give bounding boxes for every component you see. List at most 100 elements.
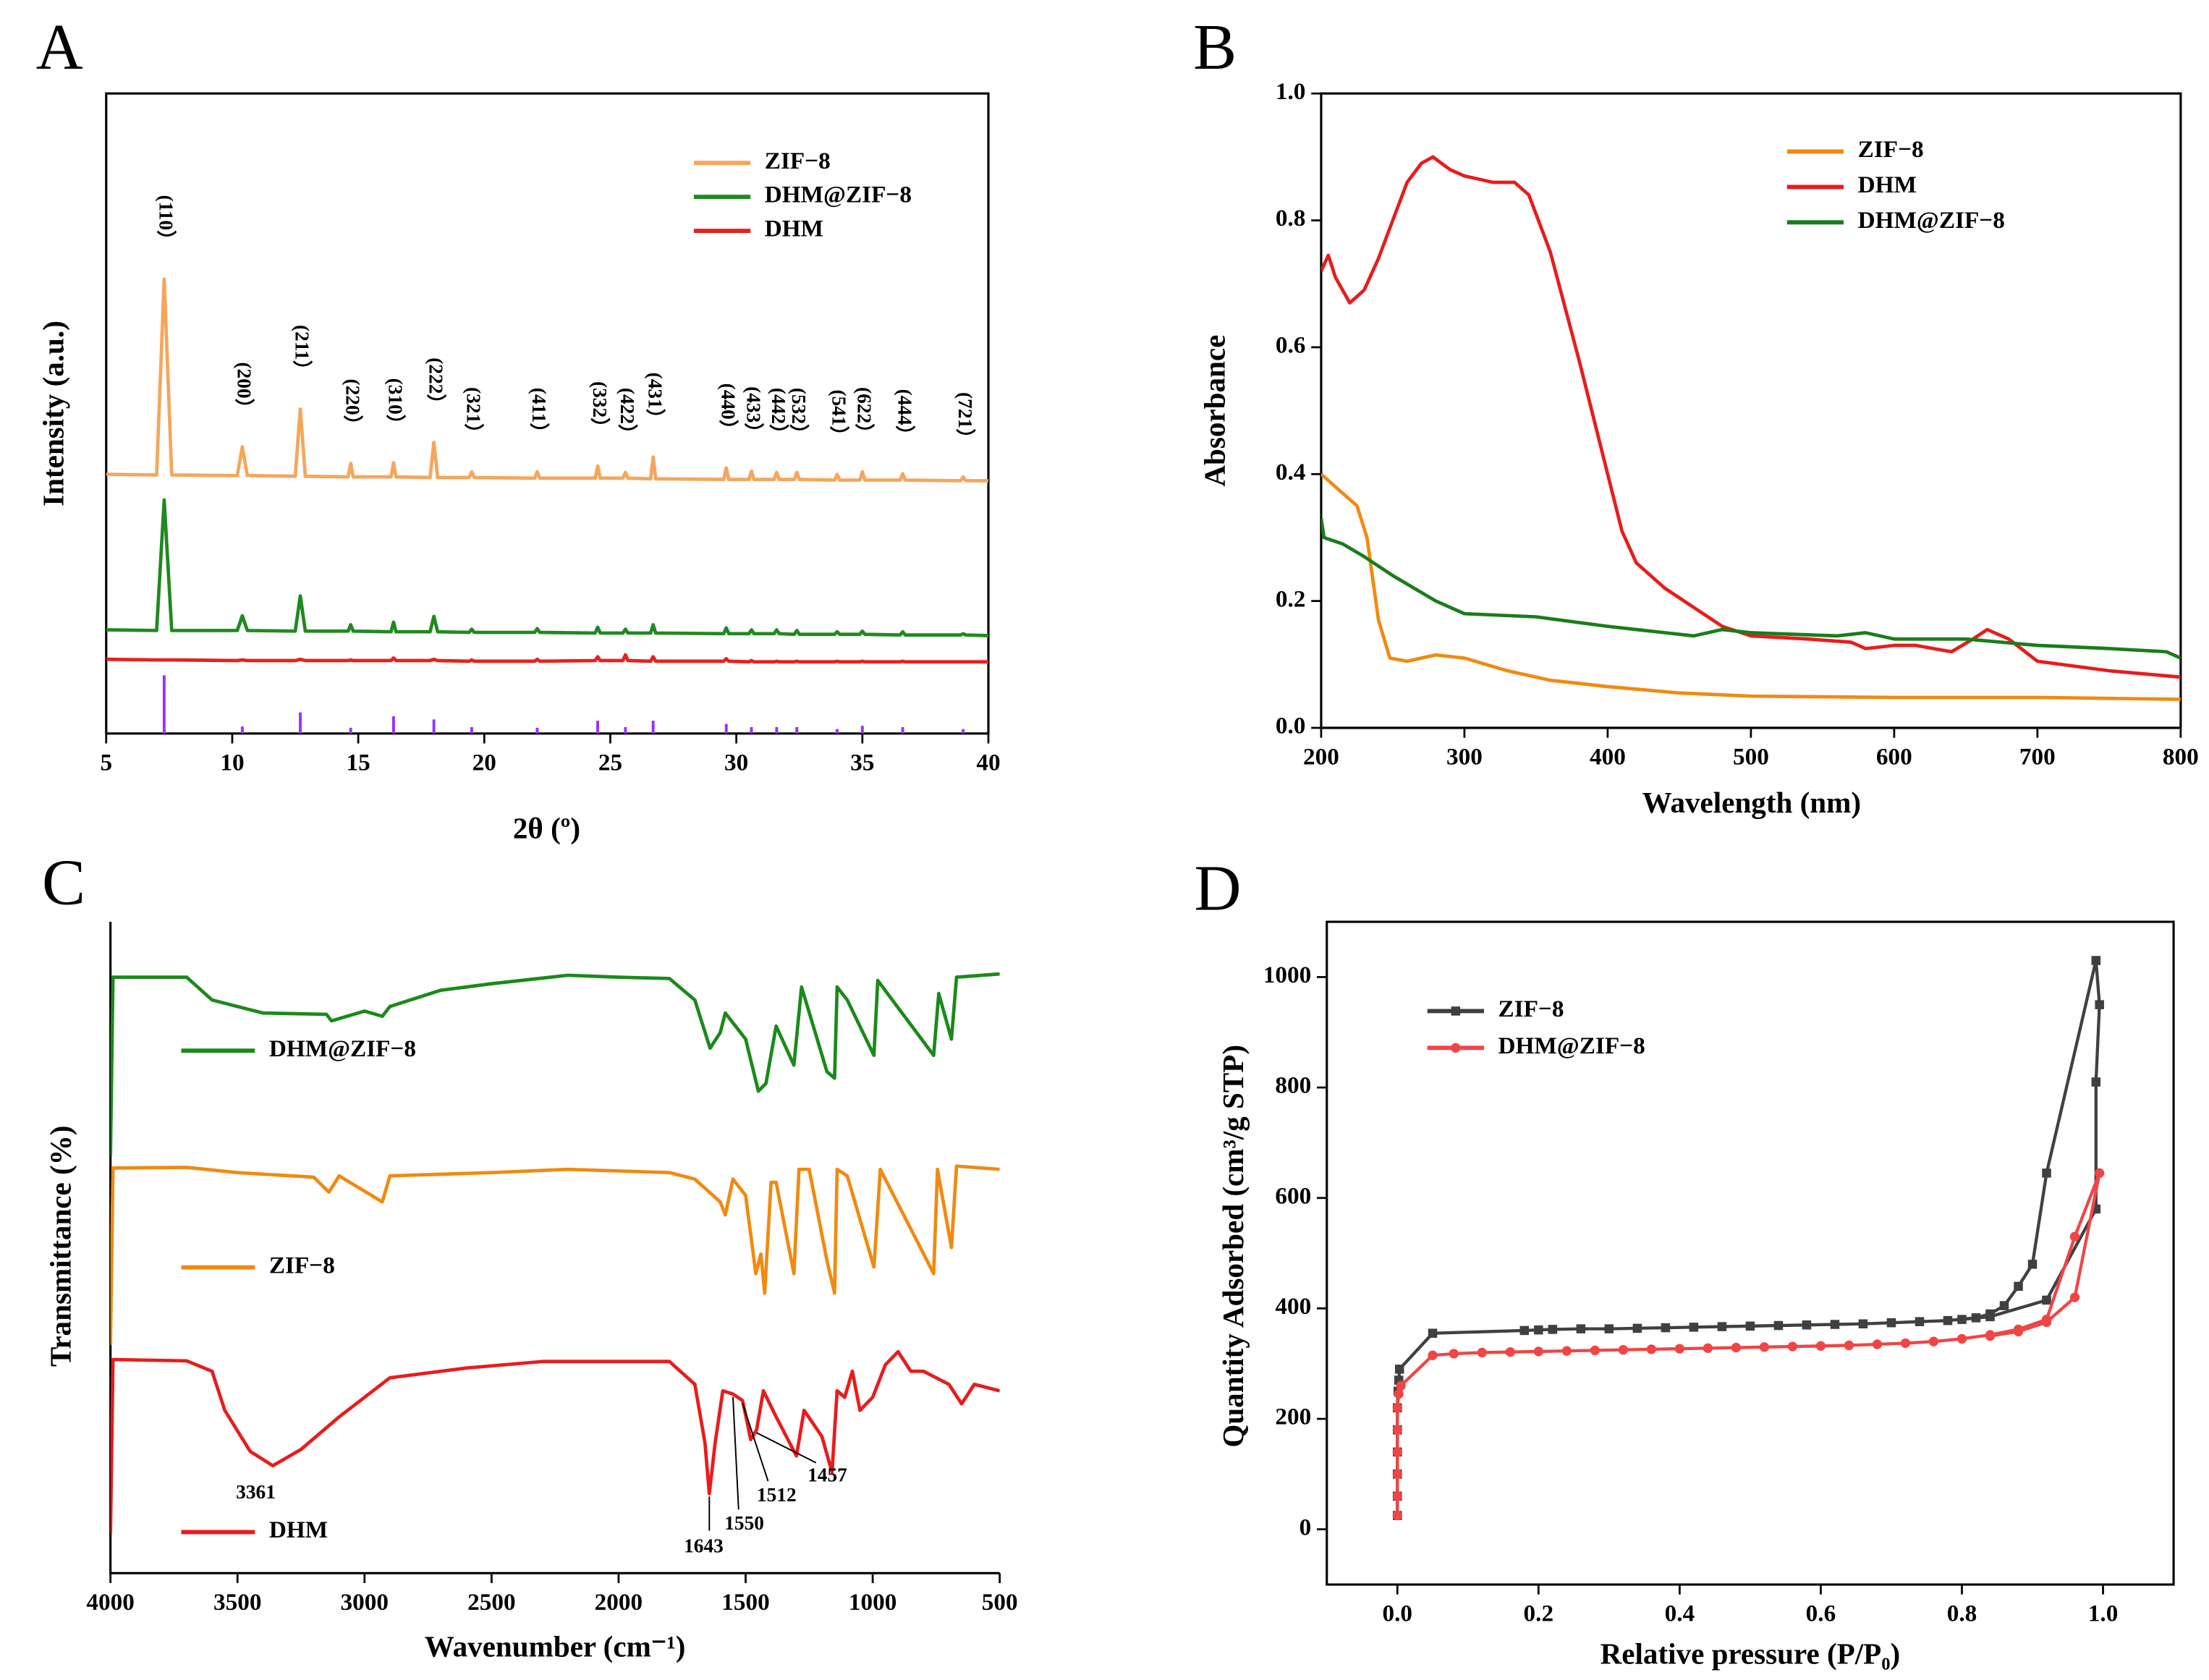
series-line — [110, 1349, 1000, 1535]
marker — [2091, 1077, 2101, 1087]
peak-label: 1550 — [724, 1512, 764, 1534]
y-tick-label: 0.2 — [1276, 585, 1306, 612]
marker — [1759, 1342, 1770, 1352]
marker — [1548, 1325, 1558, 1334]
x-tick-label: 500 — [982, 1589, 1018, 1616]
marker — [1745, 1321, 1755, 1331]
marker — [1985, 1312, 1995, 1322]
marker — [2013, 1326, 2024, 1337]
marker — [1900, 1338, 1911, 1349]
marker — [1618, 1344, 1629, 1355]
peak-label: 1457 — [807, 1464, 847, 1486]
x-tick-label: 200 — [1303, 744, 1339, 771]
y-tick-label: 0.6 — [1276, 332, 1306, 359]
series-line — [110, 972, 1000, 1157]
legend-label: DHM — [1858, 171, 1917, 198]
x-tick-label: 1.0 — [2088, 1600, 2119, 1627]
marker — [1802, 1320, 1812, 1330]
marker — [1394, 1365, 1404, 1374]
marker — [1971, 1313, 1981, 1323]
y-tick-label: 600 — [1275, 1182, 1311, 1209]
x-tick-label: 3000 — [341, 1589, 389, 1616]
marker — [1392, 1469, 1402, 1480]
marker — [1396, 1380, 1406, 1391]
y-axis-title: Transmittance (%) — [44, 1126, 77, 1367]
x-tick-label: 5 — [100, 750, 112, 776]
marker — [2091, 956, 2101, 965]
marker — [1787, 1341, 1798, 1352]
legend-marker — [1451, 1043, 1461, 1053]
axis-frame — [1326, 920, 2175, 1586]
y-tick-label: 0.8 — [1276, 205, 1306, 232]
series-line — [106, 277, 989, 483]
marker — [1830, 1320, 1840, 1329]
peak-label: 1512 — [757, 1484, 797, 1506]
peak-label: (541） — [828, 390, 850, 446]
peak-label: 1643 — [684, 1535, 724, 1556]
peak-label: (440） — [717, 383, 739, 440]
marker — [1428, 1328, 1438, 1339]
marker — [1886, 1318, 1896, 1328]
leader-line — [756, 1432, 817, 1464]
peak-label: (211） — [292, 325, 313, 380]
x-tick-label: 300 — [1446, 744, 1483, 771]
legend-label: DHM — [765, 216, 823, 242]
marker — [1815, 1341, 1826, 1351]
marker — [1985, 1331, 1996, 1341]
peak-label: (431） — [644, 373, 666, 429]
peak-label: (622） — [854, 387, 875, 444]
marker — [1689, 1323, 1699, 1332]
legend-label: DHM@ZIF−8 — [1858, 207, 2005, 234]
x-tick-label: 15 — [347, 750, 370, 776]
x-axis-title: Wavenumber (cm⁻¹) — [425, 1629, 686, 1663]
x-tick-label: 20 — [472, 750, 496, 776]
x-tick-label: 0.8 — [1947, 1600, 1977, 1627]
y-tick-label: 400 — [1275, 1293, 1311, 1320]
series-line — [1320, 155, 2181, 679]
x-tick-label: 800 — [2163, 744, 2199, 771]
x-tick-label: 30 — [724, 750, 748, 776]
leader-line — [732, 1396, 739, 1510]
axis-frame — [109, 922, 1000, 1574]
marker — [1534, 1325, 1543, 1335]
x-tick-label: 400 — [1590, 744, 1626, 771]
marker — [1674, 1344, 1685, 1354]
marker — [1519, 1325, 1530, 1336]
marker — [1661, 1323, 1671, 1333]
y-tick-label: 0.0 — [1276, 713, 1306, 739]
peak-label: (220） — [342, 378, 363, 435]
marker — [1392, 1425, 1402, 1435]
legend-label: DHM@ZIF−8 — [1498, 1032, 1645, 1059]
x-tick-label: 35 — [850, 750, 874, 776]
panel-letter: D — [1195, 853, 1242, 925]
marker — [1505, 1347, 1515, 1357]
legend-label: DHM — [269, 1516, 328, 1543]
marker — [1844, 1340, 1854, 1351]
marker — [1731, 1342, 1742, 1353]
marker — [2095, 1168, 2105, 1179]
peak-label: (411） — [528, 388, 550, 443]
marker — [1632, 1323, 1642, 1333]
y-axis-title: Intensity (a.u.) — [37, 321, 70, 506]
marker — [1477, 1347, 1487, 1358]
y-tick-label: 0.4 — [1276, 459, 1306, 485]
marker — [1590, 1345, 1600, 1356]
x-tick-label: 1000 — [849, 1589, 897, 1616]
panel-letter: B — [1193, 12, 1237, 83]
peak-label: (433） — [742, 386, 764, 443]
x-axis-title: Wavelength (nm) — [1642, 786, 1861, 819]
marker — [1703, 1343, 1713, 1354]
marker — [2069, 1292, 2080, 1302]
legend-label: ZIF−8 — [1858, 136, 1924, 163]
x-tick-label: 0.2 — [1524, 1600, 1554, 1627]
marker — [1604, 1324, 1614, 1333]
x-axis-title: Relative pressure (P/P₀) — [1600, 1637, 1901, 1670]
marker — [1392, 1491, 1402, 1501]
x-tick-label: 600 — [1876, 744, 1912, 771]
x-tick-label: 4000 — [86, 1589, 134, 1616]
x-tick-label: 2500 — [467, 1589, 516, 1616]
x-tick-label: 40 — [976, 750, 1000, 776]
y-tick-label: 1.0 — [1276, 78, 1306, 105]
y-tick-label: 800 — [1275, 1072, 1311, 1099]
